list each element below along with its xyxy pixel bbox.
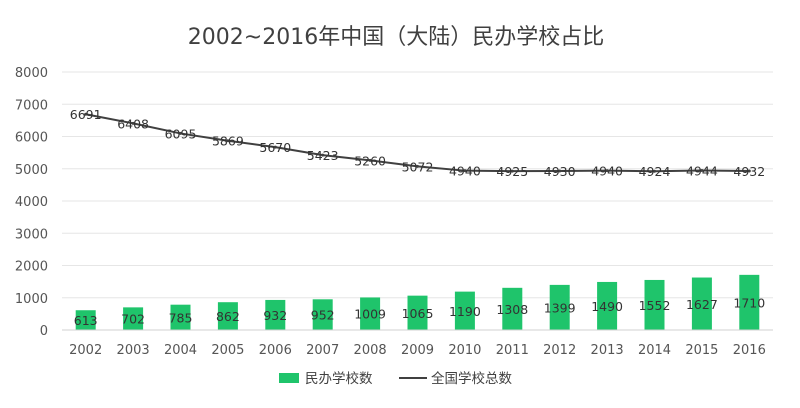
line-data-label: 5072 — [402, 159, 434, 174]
line-data-label: 4940 — [449, 164, 481, 179]
labels-layer: 613 702 785 862 932 952 1009 1065 1190 1308 1399 14… — [70, 107, 765, 328]
line-data-label: 5670 — [259, 140, 291, 155]
x-tick-label: 2014 — [638, 343, 671, 358]
line-point — [273, 145, 277, 149]
line-point — [416, 164, 419, 168]
x-tick-label: 2016 — [733, 343, 766, 358]
line-data-label: 6095 — [165, 126, 197, 141]
y-tick-label: 7000 — [15, 98, 48, 113]
line-point — [131, 121, 135, 125]
bar-data-label: 1399 — [544, 300, 576, 315]
bar-data-label: 1065 — [402, 306, 434, 321]
line-data-label: 4924 — [639, 164, 671, 179]
x-tick-label: 2013 — [591, 343, 624, 358]
line-point — [368, 158, 372, 162]
bar-data-label: 1490 — [591, 299, 623, 314]
line-data-label: 4925 — [496, 164, 528, 179]
line-point — [653, 169, 656, 173]
bar-data-label: 1009 — [354, 307, 386, 322]
y-tick-label: 4000 — [15, 195, 48, 210]
x-tick-label: 2003 — [117, 343, 150, 358]
line-layer — [84, 112, 751, 173]
legend-label-bar: 民办学校数 — [305, 370, 373, 387]
chart-title: 2002~2016年中国（大陆）民办学校占比 — [188, 25, 604, 50]
bar-data-label: 785 — [169, 310, 193, 325]
legend-label-line: 全国学校总数 — [431, 370, 512, 387]
x-tick-label: 2005 — [211, 343, 244, 358]
x-tick-label: 2008 — [354, 343, 387, 358]
bar — [644, 279, 665, 330]
y-tick-label: 0 — [40, 324, 48, 339]
x-tick-label: 2015 — [685, 343, 718, 358]
bar — [265, 299, 286, 330]
line-point — [558, 169, 562, 173]
bar — [360, 297, 381, 330]
x-tick-label: 2007 — [306, 343, 339, 358]
bar — [312, 299, 333, 330]
line-data-label: 4932 — [733, 164, 765, 179]
legend-swatch-bar — [279, 373, 299, 383]
line-point — [463, 169, 467, 173]
line-data-label: 4940 — [591, 164, 623, 179]
y-tick-label: 2000 — [15, 260, 48, 275]
y-tick-label: 3000 — [15, 227, 48, 242]
y-tick-label: 6000 — [15, 131, 48, 146]
line-data-label: 5423 — [307, 148, 339, 163]
x-tick-label: 2010 — [448, 343, 481, 358]
bar-data-label: 1627 — [686, 297, 718, 312]
line-point — [226, 139, 230, 143]
bar-data-label: 1308 — [496, 302, 528, 317]
line-data-label: 5260 — [354, 153, 386, 168]
bar-data-label: 613 — [74, 313, 98, 328]
x-tick-label: 2011 — [496, 343, 529, 358]
y-tick-label: 8000 — [15, 66, 48, 81]
bar — [454, 291, 475, 330]
y-tick-label: 1000 — [15, 292, 48, 307]
bar-data-label: 1190 — [449, 304, 481, 319]
bar — [217, 302, 238, 330]
bar-data-label: 932 — [263, 308, 287, 323]
bar — [407, 295, 428, 330]
bar — [597, 281, 618, 330]
x-tick-label: 2006 — [259, 343, 292, 358]
line-point — [747, 169, 751, 173]
line-point — [179, 131, 182, 135]
bar-data-label: 1552 — [639, 298, 671, 313]
grid-layer — [62, 71, 773, 299]
line-data-label: 5869 — [212, 134, 244, 149]
bar — [502, 287, 523, 330]
bars-layer — [75, 274, 760, 330]
y-tick-label: 5000 — [15, 163, 48, 178]
line-point — [700, 169, 704, 173]
line-data-label: 4944 — [686, 164, 718, 179]
x-tick-label: 2012 — [543, 343, 576, 358]
line-data-label: 4930 — [544, 164, 576, 179]
line-point — [321, 153, 325, 157]
line-point — [84, 112, 88, 116]
line-data-label: 6408 — [117, 116, 149, 131]
bar — [549, 284, 570, 330]
x-tick-label: 2004 — [164, 343, 197, 358]
line-point — [510, 169, 514, 173]
bar — [75, 310, 96, 330]
axis-layer: 0 1000 2000 3000 4000 5000 6000 7000 8000 2002 200… — [15, 66, 773, 358]
legend: 民办学校数 全国学校总数 — [279, 370, 512, 387]
x-tick-label: 2002 — [69, 343, 102, 358]
bar — [691, 277, 712, 330]
line-point — [605, 169, 609, 173]
x-tick-label: 2009 — [401, 343, 434, 358]
bar-data-label: 952 — [311, 308, 335, 323]
bar — [123, 307, 144, 330]
bar-data-label: 702 — [121, 312, 145, 327]
line-data-label: 6691 — [70, 107, 102, 122]
bar — [170, 304, 191, 330]
bar-data-label: 1710 — [733, 295, 765, 310]
bar — [739, 274, 760, 330]
bar-data-label: 862 — [216, 309, 240, 324]
